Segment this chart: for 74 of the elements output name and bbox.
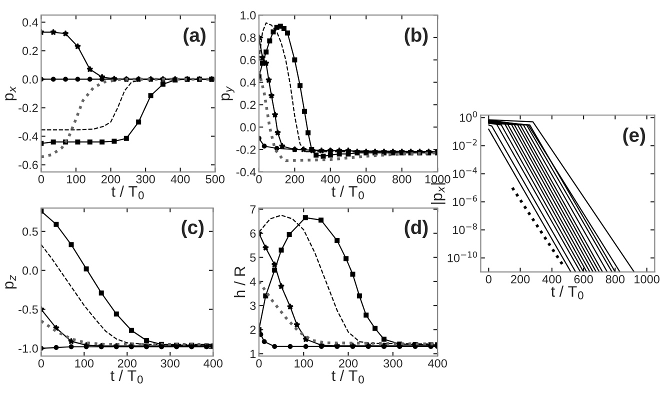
y-tick-label: -0.4 (236, 168, 256, 176)
y-tick-label: -0.5 (18, 305, 38, 314)
y-tick-label: -0.6 (18, 160, 38, 170)
annotation: (b) (404, 28, 428, 46)
y-tick-label: 7 (250, 205, 256, 214)
y-tick-label: 0.0 (22, 266, 38, 275)
y-tick-label: 0.6 (240, 56, 256, 64)
x-tick-label: 100 (294, 359, 313, 368)
x-tick-label: 200 (339, 359, 358, 368)
annotation: (a) (184, 28, 206, 46)
x-tick-label: 0 (256, 174, 262, 184)
x-tick-label: 200 (118, 359, 137, 368)
x-tick-label: 400 (320, 174, 340, 184)
y-tick-label: 0.5 (22, 227, 38, 236)
y-axis-title: h / R (234, 266, 246, 298)
y-tick-label: 0.4 (240, 78, 256, 87)
x-tick-label: 1000 (425, 174, 450, 184)
y-tick-label: -0.4 (18, 132, 38, 141)
y-tick-label: 10$^{−10}$ (448, 251, 478, 262)
x-tick-label: 100 (75, 359, 94, 368)
annotation: (c) (182, 220, 204, 238)
y-axis-title: p$_{z}$ (5, 275, 17, 288)
y-tick-label: 1.0 (240, 11, 256, 20)
x-tick-label: 400 (542, 275, 562, 284)
y-tick-label: 0.8 (240, 34, 256, 42)
y-axis-title: |p$_{x}$| (431, 183, 446, 204)
x-tick-label: 1000 (634, 275, 660, 284)
y-tick-label: -1.0 (18, 344, 38, 353)
y-tick-label: 10$^{−2}$ (453, 139, 477, 150)
y-tick-label: 0.2 (240, 100, 256, 110)
x-tick-label: 0 (38, 174, 44, 184)
y-tick-label: 10$^{−4}$ (453, 167, 478, 178)
x-tick-label: 200 (285, 174, 304, 184)
annotation: (e) (623, 128, 646, 146)
x-tick-label: 300 (136, 174, 155, 184)
x-axis-title: t / T$_{0}$ (112, 186, 144, 200)
x-tick-label: 200 (102, 174, 120, 184)
x-tick-label: 600 (574, 275, 593, 284)
x-tick-label: 400 (204, 359, 223, 368)
y-tick-label: 10$^{−6}$ (453, 195, 478, 206)
y-tick-label: -0.2 (18, 104, 38, 112)
y-tick-label: 1 (250, 350, 256, 358)
x-axis-title: t / T$_{0}$ (551, 286, 584, 300)
y-tick-label: 3 (250, 302, 256, 310)
x-axis-title: t / T$_{0}$ (332, 186, 364, 200)
x-tick-label: 800 (392, 174, 412, 184)
y-axis-title: p$_{y}$ (221, 86, 234, 100)
x-tick-label: 500 (206, 174, 225, 184)
x-tick-label: 0 (38, 359, 44, 368)
y-axis-title: p$_{x}$ (5, 86, 17, 100)
y-tick-label: 5 (250, 254, 256, 262)
y-tick-label: 0.0 (22, 75, 38, 84)
y-tick-label: 4 (250, 278, 256, 286)
x-tick-label: 0 (256, 359, 262, 368)
y-tick-label: -0.2 (236, 146, 256, 154)
x-tick-label: 0 (486, 275, 492, 284)
y-tick-label: 10$^{0}$ (460, 111, 478, 122)
x-tick-label: 300 (160, 359, 180, 368)
x-axis-title: t / T$_{0}$ (332, 370, 364, 384)
x-tick-label: 800 (606, 275, 625, 284)
y-tick-label: 2 (250, 326, 256, 334)
x-tick-label: 600 (356, 174, 376, 184)
y-tick-label: 0.4 (22, 18, 38, 27)
x-tick-label: 300 (384, 359, 402, 368)
x-axis-title: t / T$_{0}$ (110, 370, 143, 384)
x-tick-label: 100 (67, 174, 86, 184)
y-tick-label: 10$^{−8}$ (453, 223, 477, 234)
y-tick-label: 0.0 (240, 123, 256, 132)
annotation: (d) (404, 220, 428, 238)
y-tick-label: 6 (250, 229, 256, 238)
x-tick-label: 400 (170, 174, 190, 184)
x-tick-label: 200 (511, 275, 530, 284)
x-tick-label: 400 (428, 359, 447, 368)
y-tick-label: 0.2 (22, 46, 38, 56)
